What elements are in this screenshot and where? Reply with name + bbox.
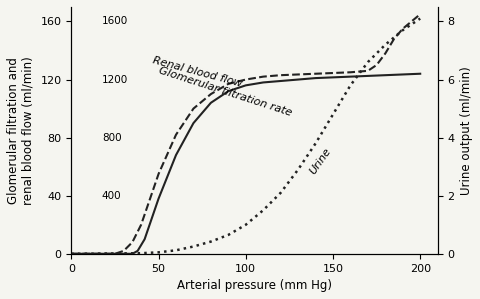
Urine: [156, 251, 161, 254]
Text: 800: 800: [102, 133, 121, 143]
Glomerular
filtration rate: [243, 83, 249, 87]
Urine: [208, 240, 214, 243]
Renal blood flow: [191, 107, 196, 110]
Glomerular
filtration rate: [365, 74, 371, 78]
Line: Glomerular
filtration rate: Glomerular filtration rate: [72, 74, 420, 254]
Glomerular
filtration rate: [191, 121, 196, 125]
Renal blood flow: [173, 133, 179, 137]
Renal blood flow: [408, 20, 414, 23]
Urine: [330, 113, 336, 116]
Urine: [260, 208, 266, 212]
Renal blood flow: [374, 63, 380, 67]
Line: Renal blood flow: Renal blood flow: [72, 14, 420, 254]
Renal blood flow: [348, 71, 353, 74]
Glomerular
filtration rate: [173, 153, 179, 157]
Glomerular
filtration rate: [260, 81, 266, 84]
Urine: [173, 248, 179, 252]
Renal blood flow: [417, 13, 423, 16]
Renal blood flow: [391, 37, 397, 41]
Text: Renal blood flow: Renal blood flow: [151, 55, 243, 89]
Urine: [312, 142, 318, 145]
Glomerular
filtration rate: [135, 249, 141, 253]
Text: 400: 400: [102, 191, 121, 201]
Glomerular
filtration rate: [142, 237, 147, 241]
Text: Glomerular filtration rate: Glomerular filtration rate: [157, 65, 293, 118]
Renal blood flow: [208, 92, 214, 96]
Urine: [417, 17, 423, 20]
Urine: [226, 233, 231, 237]
Urine: [365, 60, 371, 64]
Glomerular
filtration rate: [400, 73, 406, 76]
Renal blood flow: [400, 27, 406, 30]
Y-axis label: Glomerular filtration and
renal blood flow (ml/min): Glomerular filtration and renal blood fl…: [7, 56, 35, 205]
Text: 1200: 1200: [102, 74, 128, 85]
Renal blood flow: [383, 52, 388, 55]
Text: Urine: Urine: [308, 146, 334, 176]
Renal blood flow: [243, 78, 249, 81]
Renal blood flow: [112, 252, 118, 256]
Renal blood flow: [278, 73, 284, 77]
Renal blood flow: [365, 69, 371, 73]
Glomerular
filtration rate: [417, 72, 423, 76]
Glomerular
filtration rate: [383, 73, 388, 77]
Renal blood flow: [130, 240, 135, 244]
Text: 1600: 1600: [102, 16, 128, 27]
Urine: [69, 252, 74, 256]
Urine: [138, 251, 144, 255]
Glomerular
filtration rate: [330, 76, 336, 79]
Y-axis label: Urine output (ml/min): Urine output (ml/min): [460, 66, 473, 195]
Glomerular
filtration rate: [69, 252, 74, 256]
Urine: [278, 191, 284, 195]
Renal blood flow: [156, 172, 161, 176]
Renal blood flow: [295, 73, 301, 76]
Urine: [191, 245, 196, 248]
Glomerular
filtration rate: [156, 197, 161, 200]
Renal blood flow: [69, 252, 74, 256]
Glomerular
filtration rate: [348, 75, 353, 78]
Renal blood flow: [138, 223, 144, 227]
Renal blood flow: [121, 249, 127, 253]
X-axis label: Arterial pressure (mm Hg): Arterial pressure (mm Hg): [177, 279, 332, 292]
Renal blood flow: [226, 82, 231, 86]
Urine: [400, 28, 406, 32]
Renal blood flow: [260, 75, 266, 78]
Glomerular
filtration rate: [208, 101, 214, 105]
Urine: [348, 83, 353, 87]
Glomerular
filtration rate: [130, 252, 135, 256]
Glomerular
filtration rate: [312, 76, 318, 80]
Renal blood flow: [312, 72, 318, 76]
Glomerular
filtration rate: [295, 78, 301, 81]
Urine: [295, 168, 301, 171]
Urine: [243, 223, 249, 227]
Glomerular
filtration rate: [226, 89, 231, 93]
Urine: [383, 43, 388, 46]
Glomerular
filtration rate: [278, 79, 284, 83]
Renal blood flow: [330, 71, 336, 75]
Line: Urine: Urine: [72, 19, 420, 254]
